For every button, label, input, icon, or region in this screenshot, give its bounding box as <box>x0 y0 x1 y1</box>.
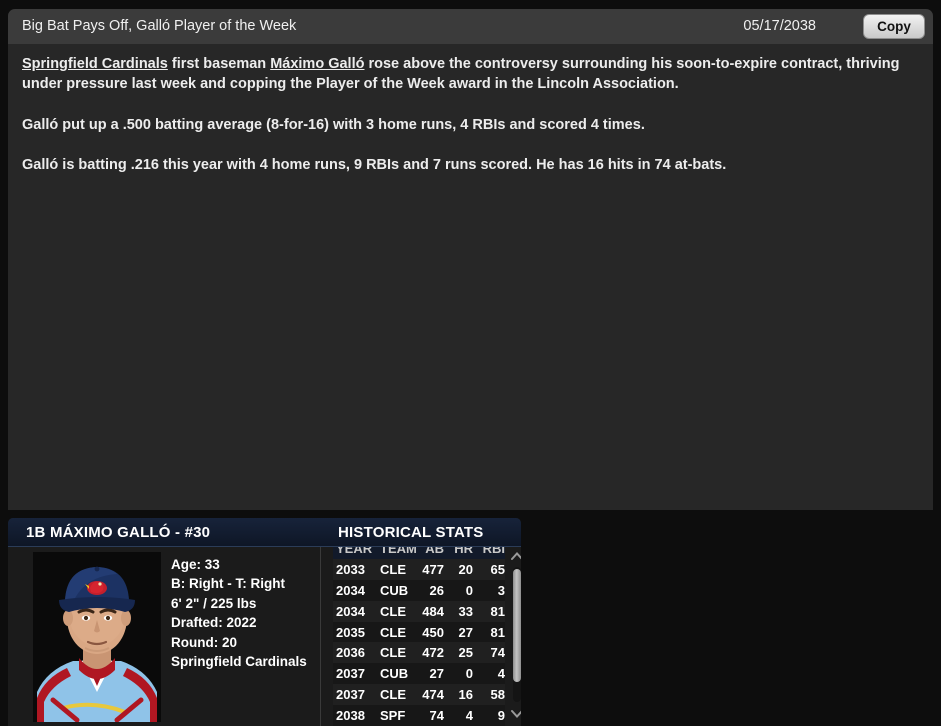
stats-cell-year: 2038 <box>333 705 374 726</box>
article-paragraph-3: Galló is batting .216 this year with 4 h… <box>22 157 727 173</box>
stats-cell-hr: 16 <box>447 684 477 706</box>
stats-cell-rbi: 9 <box>477 705 505 726</box>
window-titlebar: Big Bat Pays Off, Galló Player of the We… <box>8 9 933 44</box>
card-divider <box>320 547 321 726</box>
stats-cell-ab: 450 <box>414 621 447 643</box>
stats-cell-rbi: 65 <box>477 558 505 580</box>
stats-cell-team: CLE <box>374 558 414 580</box>
article-date: 05/17/2038 <box>743 18 816 34</box>
chevron-up-icon[interactable] <box>509 548 521 565</box>
stats-cell-year: 2034 <box>333 600 374 622</box>
stats-cell-team: CLE <box>374 684 414 706</box>
player-name-heading: 1B MÁXIMO GALLÓ - #30 <box>26 524 211 541</box>
player-bio-panel: Age: 33 B: Right - T: Right 6' 2" / 225 … <box>8 547 313 726</box>
stats-cell-ab: 74 <box>414 705 447 726</box>
player-bio-list: Age: 33 B: Right - T: Right 6' 2" / 225 … <box>171 555 313 671</box>
historical-stats-heading: HISTORICAL STATS <box>338 524 484 541</box>
stats-cell-hr: 0 <box>447 663 477 685</box>
stats-cell-rbi: 3 <box>477 579 505 601</box>
stats-cell-hr: 27 <box>447 621 477 643</box>
stats-cell-rbi: 58 <box>477 684 505 706</box>
article-paragraph-1: Springfield Cardinals first baseman Máxi… <box>22 54 917 94</box>
article-paragraph-2: Galló put up a .500 batting average (8-f… <box>22 117 645 133</box>
stats-cell-team: CLE <box>374 642 414 664</box>
col-header-year: YEAR <box>333 547 374 559</box>
article-body: Springfield Cardinals first baseman Máxi… <box>8 44 933 510</box>
team-link[interactable]: Springfield Cardinals <box>22 56 168 72</box>
stats-cell-hr: 4 <box>447 705 477 726</box>
stats-cell-rbi: 74 <box>477 642 505 664</box>
stats-cell-ab: 484 <box>414 600 447 622</box>
stats-cell-team: CUB <box>374 579 414 601</box>
copy-button[interactable]: Copy <box>863 14 925 39</box>
scrollbar-thumb[interactable] <box>513 569 521 682</box>
bio-height-weight: 6' 2" / 225 lbs <box>171 595 257 611</box>
stats-cell-hr: 25 <box>447 642 477 664</box>
col-header-ab: AB <box>414 547 447 559</box>
stats-cell-hr: 33 <box>447 600 477 622</box>
bio-drafted: Drafted: 2022 <box>171 615 257 631</box>
player-portrait-image <box>33 552 161 722</box>
player-card-header: 1B MÁXIMO GALLÓ - #30 HISTORICAL STATS <box>8 518 521 547</box>
article-text-a: first baseman <box>167 56 271 72</box>
chevron-down-icon[interactable] <box>509 705 521 722</box>
stats-cell-ab: 472 <box>414 642 447 664</box>
stats-cell-ab: 27 <box>414 663 447 685</box>
stats-cell-rbi: 81 <box>477 621 505 643</box>
bio-age: Age: 33 <box>171 557 220 572</box>
player-portrait <box>33 552 161 722</box>
stats-cell-team: SPF <box>374 705 414 726</box>
bio-bats-throws: B: Right - T: Right <box>171 576 285 592</box>
historical-stats-scroll-area[interactable]: YEAR TEAM AB HR RBI AVG 2033CLE4772065.2… <box>333 547 505 726</box>
stats-cell-rbi: 81 <box>477 600 505 622</box>
stats-cell-team: CUB <box>374 663 414 685</box>
stats-cell-year: 2036 <box>333 642 374 664</box>
stats-cell-year: 2035 <box>333 621 374 643</box>
stats-cell-rbi: 4 <box>477 663 505 685</box>
bio-team: Springfield Cardinals <box>171 654 307 670</box>
page-title: Big Bat Pays Off, Galló Player of the We… <box>22 18 297 34</box>
col-header-rbi: RBI <box>477 547 505 559</box>
stats-cell-ab: 26 <box>414 579 447 601</box>
stats-table-body: 2033CLE4772065.2432034CUB2603.2692034CLE… <box>333 558 505 726</box>
stats-cell-hr: 0 <box>447 579 477 601</box>
stats-cell-year: 2037 <box>333 663 374 685</box>
stats-header-row: YEAR TEAM AB HR RBI AVG <box>333 547 505 559</box>
player-card: 1B MÁXIMO GALLÓ - #30 HISTORICAL STATS <box>8 518 521 726</box>
stats-cell-hr: 20 <box>447 558 477 580</box>
stats-cell-team: CLE <box>374 600 414 622</box>
stats-cell-team: CLE <box>374 621 414 643</box>
stats-cell-year: 2034 <box>333 579 374 601</box>
stats-cell-ab: 477 <box>414 558 447 580</box>
player-link[interactable]: Máximo Galló <box>270 56 365 72</box>
col-header-hr: HR <box>447 547 477 559</box>
stats-cell-year: 2033 <box>333 558 374 580</box>
stats-table-head: YEAR TEAM AB HR RBI AVG <box>333 547 505 559</box>
player-card-body: Age: 33 B: Right - T: Right 6' 2" / 225 … <box>8 547 521 726</box>
stats-cell-ab: 474 <box>414 684 447 706</box>
col-header-team: TEAM <box>374 547 417 559</box>
article-text-b: rose above the controversy surrounding h… <box>22 56 900 92</box>
stats-cell-year: 2037 <box>333 684 374 706</box>
bio-round: Round: 20 <box>171 634 237 650</box>
historical-stats-table: YEAR TEAM AB HR RBI AVG 2033CLE4772065.2… <box>333 547 505 726</box>
stats-scrollbar[interactable] <box>509 547 521 726</box>
